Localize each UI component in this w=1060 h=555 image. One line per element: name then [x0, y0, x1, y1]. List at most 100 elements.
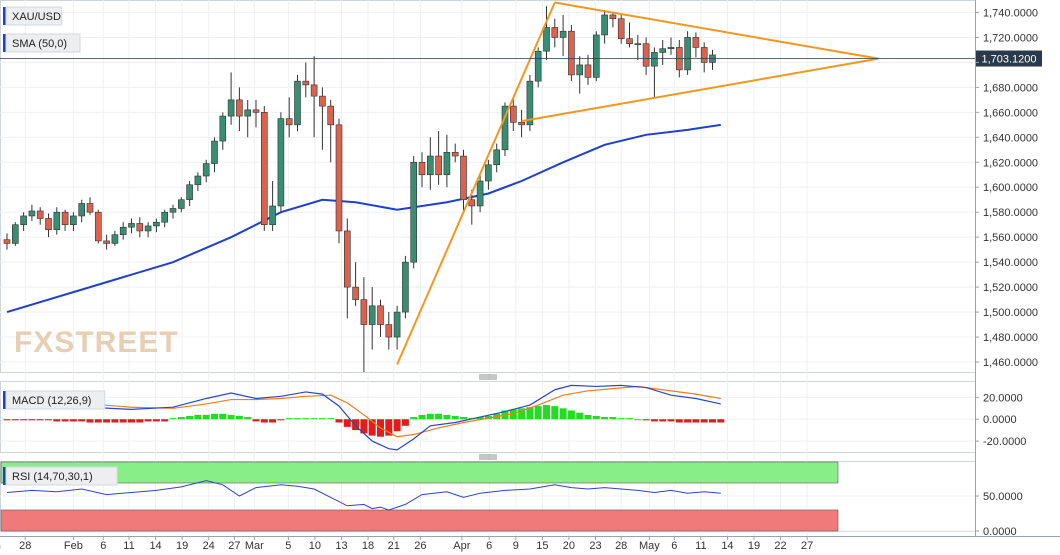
bull-candle: [601, 9, 608, 44]
pane-resize-handle[interactable]: [479, 454, 497, 460]
macd-hist-pos-bar: [310, 418, 318, 420]
bull-candle: [194, 172, 202, 191]
macd-hist-pos-bar: [526, 407, 534, 420]
trendline: [554, 1, 879, 60]
macd-hist-neg-bar: [700, 419, 708, 423]
candle-body: [543, 27, 550, 52]
bull-candle: [161, 209, 168, 228]
macd-hist-pos-bar: [443, 414, 451, 420]
candle-body: [61, 211, 69, 225]
macd-legend-box: [5, 390, 106, 410]
bull-candle: [111, 230, 119, 246]
xtick-label: 15: [536, 540, 548, 552]
bull-candle: [667, 37, 675, 55]
candle-body: [202, 163, 210, 177]
ytick-label: 1,660.0000: [983, 107, 1038, 119]
macd-signal-line: [6, 385, 721, 438]
sma-legend: SMA (50,0): [12, 38, 67, 50]
xtick-label: 22: [774, 540, 786, 552]
xtick-label: 9: [513, 540, 519, 552]
macd-hist-neg-bar: [11, 419, 19, 421]
bear-candle: [468, 189, 476, 225]
bull-candle: [144, 222, 152, 238]
pane-resize-handle[interactable]: [479, 374, 497, 380]
macd-hist-neg-bar: [94, 419, 102, 423]
macd-hist-neg-bar: [111, 419, 119, 423]
xtick-label: Jan: [0, 540, 1, 552]
bull-candle: [501, 102, 509, 157]
candle-body: [327, 105, 335, 126]
candle-body: [144, 225, 152, 232]
rsi-ytick-label: 0.0000: [983, 526, 1017, 538]
macd-hist-pos-bar: [169, 418, 177, 420]
bear-candle: [95, 209, 102, 244]
bull-candle: [20, 212, 27, 231]
ytick-label: 1,520.0000: [983, 282, 1038, 294]
macd-hist-pos-bar: [327, 418, 335, 420]
ytick-label: 1,680.0000: [983, 82, 1038, 94]
candle-body: [659, 48, 667, 53]
bear-candle: [252, 99, 260, 128]
bull-candle: [684, 31, 691, 75]
candle-body: [418, 161, 426, 176]
candle-body: [78, 203, 85, 217]
candle-body: [526, 80, 534, 126]
macd-hist-neg-bar: [343, 419, 351, 427]
bear-candle: [385, 312, 393, 350]
candle-body: [551, 27, 559, 38]
macd-hist-neg-bar: [28, 419, 36, 421]
bull-candle: [543, 6, 550, 60]
bear-candle: [360, 277, 368, 372]
bull-candle: [244, 99, 251, 138]
macd-hist-pos-bar: [609, 417, 617, 420]
candle-body: [617, 18, 625, 39]
macd-hist-neg-bar: [642, 419, 650, 421]
macd-hist-pos-bar: [435, 413, 443, 420]
candle-body: [153, 221, 160, 227]
candle-body: [70, 215, 77, 225]
candle-body: [460, 155, 467, 201]
symbol-legend-marker: [3, 7, 6, 25]
xtick-label: 14: [721, 540, 733, 552]
candle-body: [534, 50, 542, 82]
bear-candle: [642, 37, 650, 75]
last-price-label: 1,703.1200: [981, 54, 1036, 66]
macd-hist-neg-bar: [717, 419, 725, 423]
macd-hist-neg-bar: [252, 419, 260, 422]
rsi-ytick-label: 50.0000: [983, 491, 1023, 503]
macd-hist-neg-bar: [3, 419, 11, 421]
xtick-label: Mar: [245, 540, 264, 552]
macd-hist-neg-bar: [36, 419, 44, 421]
candle-body: [128, 223, 135, 228]
macd-hist-neg-bar: [277, 419, 285, 421]
candle-body: [576, 64, 584, 76]
macd-hist-pos-bar: [302, 418, 310, 420]
bull-candle: [576, 56, 584, 94]
candle-body: [219, 115, 227, 142]
bear-candle: [3, 233, 11, 250]
bull-candle: [402, 255, 409, 319]
bull-candle: [526, 74, 534, 132]
symbol-legend-box: [5, 6, 62, 26]
xtick-label: 18: [362, 540, 374, 552]
xtick-label: 11: [123, 540, 134, 552]
bull-candle: [651, 47, 658, 98]
rsi-line: [6, 480, 721, 511]
macd-hist-neg-bar: [659, 419, 667, 422]
macd-hist-neg-bar: [86, 419, 94, 423]
candle-body: [3, 239, 11, 244]
candle-body: [95, 211, 102, 242]
bear-candle: [509, 97, 517, 132]
macd-hist-neg-bar: [45, 419, 52, 421]
macd-hist-neg-bar: [650, 419, 658, 422]
macd-hist-pos-bar: [426, 413, 434, 420]
sma-legend-marker: [3, 34, 6, 52]
macd-ytick-label: 0.0000: [983, 414, 1017, 426]
bear-candle: [319, 87, 326, 150]
last-price-tag: [976, 50, 1042, 67]
bull-candle: [169, 204, 177, 219]
bull-candle: [368, 287, 376, 350]
macd-hist-neg-bar: [385, 419, 393, 436]
rsi-legend-marker: [3, 467, 6, 485]
macd-hist-pos-bar: [235, 415, 243, 420]
